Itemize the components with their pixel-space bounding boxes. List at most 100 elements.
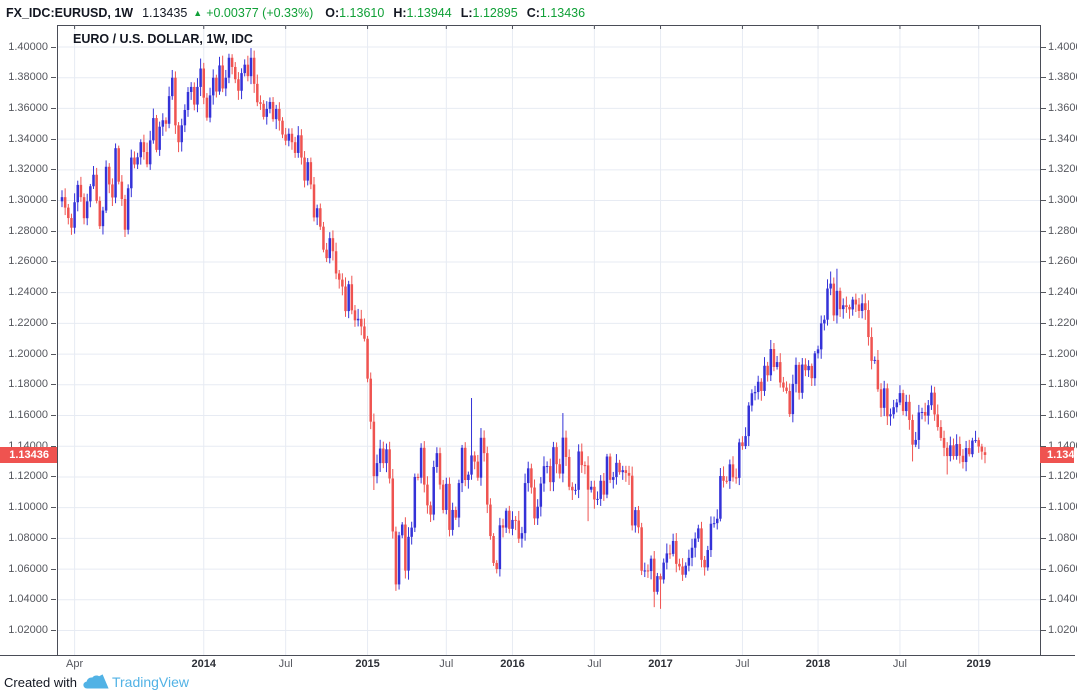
- candle-up: [605, 456, 609, 495]
- tradingview-brand-link[interactable]: TradingView: [111, 674, 190, 690]
- tradingview-cloud-icon[interactable]: [83, 674, 109, 690]
- candle-down: [142, 142, 146, 153]
- candle-down: [886, 388, 889, 417]
- candle-up: [460, 447, 464, 484]
- price-tick-mark: [51, 599, 56, 601]
- time-tick-year: 2017: [648, 658, 673, 670]
- time-axis[interactable]: Apr 2014 Jul 2015 Jul 2016 Jul 2017 Jul 2018 Jul 20…: [0, 656, 1075, 670]
- candle-down: [785, 387, 788, 391]
- candle-up: [835, 290, 839, 316]
- price-axis-left[interactable]: 1.40000 1.38000 1.36000 1.34000 1.32000 1.300…: [0, 25, 57, 655]
- candle-down: [725, 480, 728, 482]
- price-tick-mark: [51, 445, 56, 447]
- candle-up: [643, 570, 647, 572]
- candle-up: [400, 524, 404, 536]
- candle-up: [130, 157, 133, 189]
- candle-up: [243, 64, 246, 74]
- low-value: 1.12895: [472, 5, 518, 20]
- candle-up: [634, 510, 637, 526]
- candle-up: [410, 527, 413, 537]
- price-tick-mark: [51, 230, 56, 232]
- candle-down: [797, 364, 801, 393]
- candle-up: [823, 319, 826, 324]
- candle-up: [148, 140, 152, 165]
- candle-down: [117, 148, 120, 182]
- candle-down: [854, 299, 858, 305]
- price-tick-label-left: 1.06000: [8, 562, 48, 575]
- candle-down: [360, 318, 363, 327]
- candle-up: [577, 451, 580, 490]
- candle-up: [356, 318, 360, 321]
- candle-up: [92, 174, 95, 187]
- price-tick-label-right: 1.22000: [1048, 316, 1077, 329]
- current-price-value: 1.13436: [9, 448, 49, 461]
- candle-down: [429, 505, 432, 515]
- time-tick-month: Jul: [587, 658, 602, 670]
- candle-down: [234, 66, 237, 80]
- candle-down: [67, 207, 70, 219]
- candle-up: [690, 547, 694, 558]
- candle-up: [763, 365, 766, 391]
- candle-down: [164, 120, 168, 124]
- candle-up: [964, 448, 968, 463]
- candle-down: [952, 445, 955, 457]
- price-tick-mark: [51, 415, 56, 417]
- candle-up: [385, 449, 388, 464]
- price-tick-label-left: 1.18000: [8, 378, 48, 391]
- price-tick-label-right: 1.24000: [1048, 286, 1077, 299]
- candle-down: [454, 509, 458, 518]
- candle-down: [404, 524, 407, 571]
- candle-up: [829, 283, 832, 289]
- price-axis-right[interactable]: 1.40000 1.38000 1.36000 1.34000 1.32000 1.300…: [1040, 25, 1077, 655]
- candle-down: [678, 563, 681, 567]
- price-tick-label-left: 1.34000: [8, 132, 48, 145]
- candle-up: [419, 447, 423, 478]
- candle-down: [372, 421, 376, 477]
- price-tick-label-left: 1.20000: [8, 347, 48, 360]
- candle-down: [221, 65, 224, 89]
- price-tick-mark: [51, 629, 56, 631]
- price-tick-mark: [1041, 384, 1046, 386]
- price-tick-label-right: 1.20000: [1048, 347, 1077, 360]
- time-tick-year: 2018: [805, 658, 831, 670]
- last-price: 1.13435: [142, 5, 188, 20]
- price-tick-mark: [1041, 599, 1046, 601]
- candle-down: [788, 390, 791, 415]
- candle-up: [687, 557, 691, 566]
- candle-up: [715, 518, 719, 524]
- candle-down: [980, 446, 984, 452]
- candle-down: [145, 152, 149, 165]
- candle-up: [756, 381, 760, 393]
- candle-down: [205, 97, 209, 118]
- candle-down: [530, 468, 533, 488]
- candle-down: [271, 101, 275, 120]
- candle-up: [728, 464, 732, 482]
- price-tick-label-right: 1.04000: [1048, 593, 1077, 606]
- price-tick-label-left: 1.36000: [8, 101, 48, 114]
- candle-up: [152, 118, 155, 141]
- candle-up: [287, 133, 291, 141]
- candle-up: [542, 466, 546, 484]
- candle-up: [85, 201, 89, 219]
- candle-up: [753, 392, 757, 394]
- candle-down: [879, 389, 883, 408]
- price-tick-label-right: 1.06000: [1048, 562, 1077, 575]
- candle-down: [108, 166, 111, 185]
- price-tick-label-right: 1.30000: [1048, 194, 1077, 207]
- price-tick-mark: [51, 292, 56, 294]
- candle-down: [309, 162, 313, 185]
- candle-down: [722, 476, 725, 481]
- candle-down: [555, 447, 558, 465]
- candlestick-chart-pane[interactable]: [57, 25, 1040, 655]
- candle-down: [567, 456, 571, 487]
- candle-down: [495, 562, 498, 570]
- price-tick-label-left: 1.24000: [8, 286, 48, 299]
- candle-up: [744, 436, 747, 447]
- price-tick-label-right: 1.28000: [1048, 224, 1077, 237]
- price-tick-label-right: 1.16000: [1048, 409, 1077, 422]
- candle-down: [177, 125, 180, 143]
- candle-down: [945, 447, 949, 457]
- price-tick-label-right: 1.40000: [1048, 40, 1077, 53]
- candle-down: [486, 453, 489, 505]
- candle-up: [882, 388, 886, 408]
